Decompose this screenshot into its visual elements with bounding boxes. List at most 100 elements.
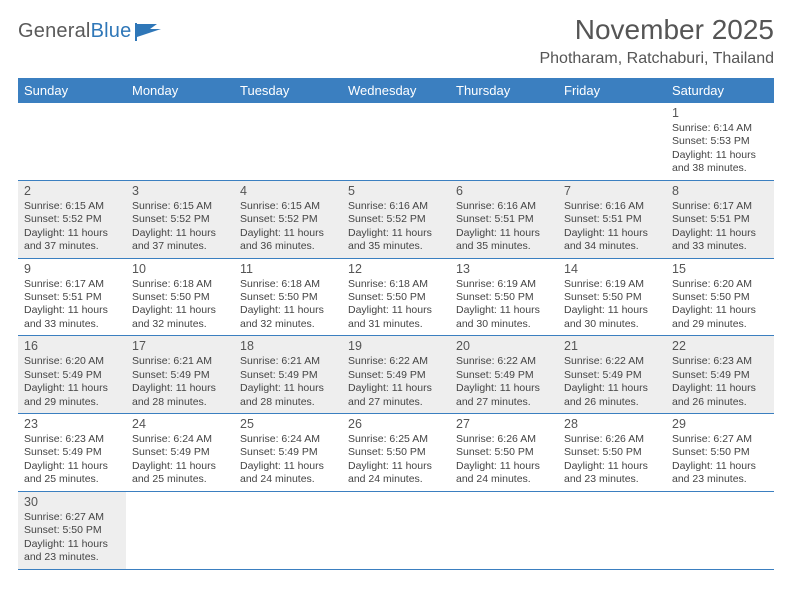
logo-text-a: General [18,20,91,42]
day-cell [450,492,558,569]
day-info-day2: and 32 minutes. [240,318,336,331]
day-cell: 30Sunrise: 6:27 AMSunset: 5:50 PMDayligh… [18,492,126,569]
day-info-day1: Daylight: 11 hours [240,227,336,240]
day-cell [342,103,450,180]
day-cell: 29Sunrise: 6:27 AMSunset: 5:50 PMDayligh… [666,414,774,491]
flag-icon [135,23,163,41]
day-info-sunset: Sunset: 5:50 PM [348,446,444,459]
day-info-sunset: Sunset: 5:50 PM [456,291,552,304]
day-info-day2: and 24 minutes. [240,473,336,486]
day-info-sunrise: Sunrise: 6:21 AM [240,355,336,368]
day-number: 5 [348,183,444,199]
day-cell: 25Sunrise: 6:24 AMSunset: 5:49 PMDayligh… [234,414,342,491]
day-cell: 22Sunrise: 6:23 AMSunset: 5:49 PMDayligh… [666,336,774,413]
day-info-sunrise: Sunrise: 6:21 AM [132,355,228,368]
day-cell [234,492,342,569]
day-info-sunrise: Sunrise: 6:15 AM [240,200,336,213]
day-cell: 3Sunrise: 6:15 AMSunset: 5:52 PMDaylight… [126,181,234,258]
day-number: 19 [348,338,444,354]
day-info-sunset: Sunset: 5:50 PM [456,446,552,459]
dow-header: Saturday [666,79,774,103]
day-cell: 13Sunrise: 6:19 AMSunset: 5:50 PMDayligh… [450,259,558,336]
day-cell [126,103,234,180]
topbar: GeneralBlue November 2025 Photharam, Rat… [18,14,774,68]
week-row: 2Sunrise: 6:15 AMSunset: 5:52 PMDaylight… [18,181,774,259]
day-info-sunset: Sunset: 5:49 PM [672,369,768,382]
day-info-day1: Daylight: 11 hours [132,460,228,473]
day-info-day2: and 29 minutes. [672,318,768,331]
dow-header: Friday [558,79,666,103]
day-cell: 12Sunrise: 6:18 AMSunset: 5:50 PMDayligh… [342,259,450,336]
week-row: 16Sunrise: 6:20 AMSunset: 5:49 PMDayligh… [18,336,774,414]
day-info-day1: Daylight: 11 hours [672,460,768,473]
day-info-day2: and 34 minutes. [564,240,660,253]
dow-header: Thursday [450,79,558,103]
day-info-day2: and 27 minutes. [456,396,552,409]
day-info-sunrise: Sunrise: 6:24 AM [240,433,336,446]
day-info-sunset: Sunset: 5:52 PM [348,213,444,226]
day-info-sunrise: Sunrise: 6:16 AM [456,200,552,213]
day-number: 20 [456,338,552,354]
week-row: 23Sunrise: 6:23 AMSunset: 5:49 PMDayligh… [18,414,774,492]
day-info-day1: Daylight: 11 hours [672,149,768,162]
day-info-sunset: Sunset: 5:50 PM [564,291,660,304]
day-number: 9 [24,261,120,277]
day-info-day2: and 28 minutes. [240,396,336,409]
day-number: 21 [564,338,660,354]
day-info-day1: Daylight: 11 hours [132,304,228,317]
day-info-sunset: Sunset: 5:49 PM [132,446,228,459]
day-cell: 2Sunrise: 6:15 AMSunset: 5:52 PMDaylight… [18,181,126,258]
day-info-day2: and 26 minutes. [672,396,768,409]
day-info-sunrise: Sunrise: 6:22 AM [456,355,552,368]
day-info-sunset: Sunset: 5:52 PM [240,213,336,226]
day-number: 7 [564,183,660,199]
day-info-sunrise: Sunrise: 6:17 AM [24,278,120,291]
day-info-sunset: Sunset: 5:50 PM [132,291,228,304]
day-cell [18,103,126,180]
dow-header: Sunday [18,79,126,103]
day-info-sunrise: Sunrise: 6:16 AM [564,200,660,213]
day-info-sunrise: Sunrise: 6:27 AM [24,511,120,524]
day-cell: 14Sunrise: 6:19 AMSunset: 5:50 PMDayligh… [558,259,666,336]
week-row: 30Sunrise: 6:27 AMSunset: 5:50 PMDayligh… [18,492,774,570]
day-info-sunrise: Sunrise: 6:19 AM [564,278,660,291]
day-info-sunset: Sunset: 5:50 PM [240,291,336,304]
day-info-sunset: Sunset: 5:49 PM [24,369,120,382]
logo-text: GeneralBlue [18,20,131,43]
day-info-day1: Daylight: 11 hours [564,227,660,240]
day-info-sunrise: Sunrise: 6:18 AM [132,278,228,291]
day-cell: 8Sunrise: 6:17 AMSunset: 5:51 PMDaylight… [666,181,774,258]
day-info-day2: and 37 minutes. [24,240,120,253]
day-info-day2: and 38 minutes. [672,162,768,175]
day-number: 1 [672,105,768,121]
day-info-sunrise: Sunrise: 6:23 AM [24,433,120,446]
day-cell [558,103,666,180]
day-cell: 6Sunrise: 6:16 AMSunset: 5:51 PMDaylight… [450,181,558,258]
dow-header: Tuesday [234,79,342,103]
day-info-day2: and 23 minutes. [564,473,660,486]
day-info-day2: and 32 minutes. [132,318,228,331]
day-cell: 5Sunrise: 6:16 AMSunset: 5:52 PMDaylight… [342,181,450,258]
day-cell: 15Sunrise: 6:20 AMSunset: 5:50 PMDayligh… [666,259,774,336]
day-info-day1: Daylight: 11 hours [24,304,120,317]
day-cell: 17Sunrise: 6:21 AMSunset: 5:49 PMDayligh… [126,336,234,413]
day-number: 29 [672,416,768,432]
day-info-day2: and 33 minutes. [672,240,768,253]
day-info-sunrise: Sunrise: 6:20 AM [24,355,120,368]
day-number: 30 [24,494,120,510]
day-info-sunset: Sunset: 5:49 PM [564,369,660,382]
day-number: 11 [240,261,336,277]
day-info-day2: and 35 minutes. [456,240,552,253]
day-info-day2: and 26 minutes. [564,396,660,409]
day-number: 2 [24,183,120,199]
day-info-sunset: Sunset: 5:49 PM [132,369,228,382]
day-info-day1: Daylight: 11 hours [132,227,228,240]
day-info-day1: Daylight: 11 hours [240,304,336,317]
day-info-sunset: Sunset: 5:51 PM [672,213,768,226]
day-cell [126,492,234,569]
day-info-day1: Daylight: 11 hours [348,382,444,395]
day-cell: 4Sunrise: 6:15 AMSunset: 5:52 PMDaylight… [234,181,342,258]
day-info-sunrise: Sunrise: 6:27 AM [672,433,768,446]
day-info-day2: and 25 minutes. [132,473,228,486]
week-row: 9Sunrise: 6:17 AMSunset: 5:51 PMDaylight… [18,259,774,337]
